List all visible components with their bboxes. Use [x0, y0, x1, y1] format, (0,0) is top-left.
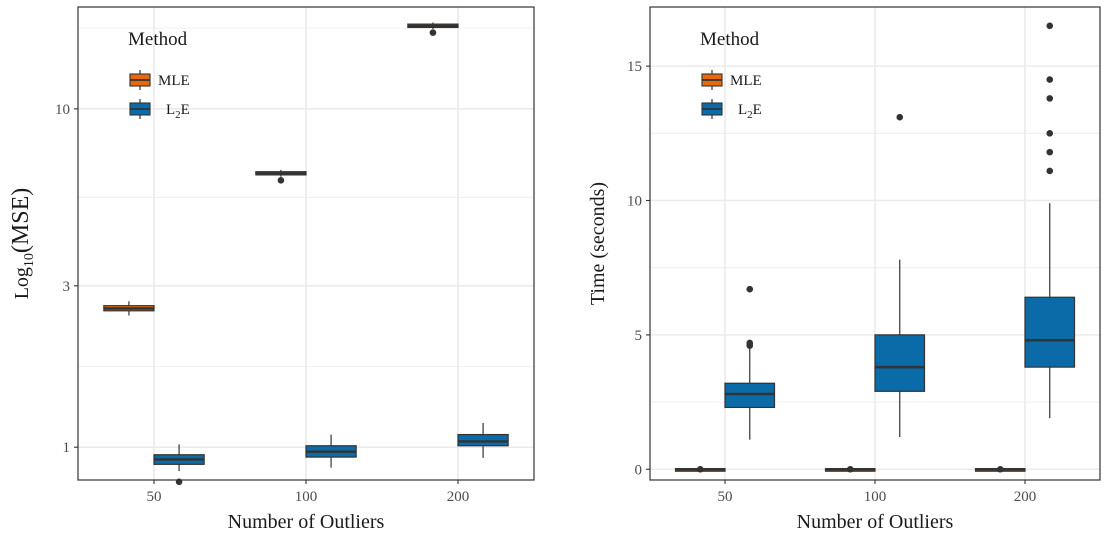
y-tick-label: 10 — [55, 102, 70, 118]
outlier-point — [1046, 167, 1054, 175]
box-l2e-50 — [724, 285, 776, 440]
box-body — [1024, 296, 1076, 368]
legend-label-part: L — [166, 102, 175, 118]
box-body — [457, 433, 509, 447]
x-axis-title: Number of Outliers — [228, 511, 385, 533]
box-l2e-200 — [1024, 22, 1076, 419]
x-tick-label: 50 — [718, 489, 733, 505]
legend-key-mle — [701, 70, 723, 90]
y-tick-label: 0 — [635, 462, 643, 478]
outlier-point — [1046, 130, 1054, 137]
legend-title: Method — [700, 29, 760, 50]
outlier-point — [746, 339, 754, 347]
box-mle-100 — [824, 465, 876, 473]
legend-label: MLE — [730, 73, 762, 89]
box-l2e-100 — [874, 113, 926, 437]
legend-label-subscript: 2 — [747, 109, 753, 121]
right-chart: 0 5 10 15 50 100 200 Number of Outliers Time (se… — [587, 6, 1101, 533]
y-axis-title: Time (seconds) — [587, 182, 609, 305]
legend-title: Method — [128, 29, 188, 50]
legend-label: L2E — [738, 102, 762, 121]
box-body — [874, 334, 926, 392]
x-axis-title: Number of Outliers — [797, 511, 954, 533]
outlier-point — [746, 285, 754, 293]
y-tick-label: 15 — [627, 59, 642, 75]
legend-label-part: E — [753, 102, 762, 118]
legend-label: L2E — [166, 102, 190, 121]
box-mle-50 — [103, 301, 155, 316]
legend-key-l2e — [701, 99, 723, 119]
box-mle-100 — [255, 169, 307, 184]
outlier-point — [429, 29, 437, 36]
box-mle-200 — [407, 22, 459, 36]
box-body — [724, 382, 776, 409]
y-tick-label: 5 — [635, 328, 643, 344]
y-axis-title: Log10(MSE) — [8, 188, 37, 300]
legend: Method MLE L2E — [700, 29, 762, 121]
box-l2e-200 — [457, 422, 509, 458]
box-mle-200 — [974, 465, 1026, 473]
legend: Method MLE L2E — [128, 29, 190, 121]
outlier-point — [996, 465, 1004, 473]
y-tick-label: 1 — [63, 440, 71, 456]
y-axis-title-subscript: 10 — [22, 253, 37, 267]
legend-label-part: E — [181, 102, 190, 118]
y-axis-title-part: Log — [11, 267, 33, 299]
legend-key-mle — [129, 70, 151, 90]
outlier-point — [1046, 76, 1054, 83]
outlier-point — [846, 465, 854, 473]
legend-label-subscript: 2 — [175, 109, 181, 121]
box-l2e-50 — [153, 444, 205, 486]
box-mle-50 — [674, 465, 726, 473]
outlier-point — [896, 113, 904, 121]
outlier-point — [696, 465, 704, 473]
legend-label: MLE — [158, 73, 190, 89]
legend-key-l2e — [129, 99, 151, 119]
x-tick-label: 100 — [864, 489, 887, 505]
x-tick-label: 200 — [1014, 489, 1037, 505]
y-axis-title-part: (MSE) — [8, 188, 34, 253]
outlier-point — [1046, 22, 1054, 30]
x-tick-label: 100 — [295, 489, 318, 505]
outlier-point — [277, 176, 285, 184]
y-tick-label: 10 — [627, 194, 642, 210]
x-tick-label: 50 — [147, 489, 162, 505]
outlier-point — [1046, 95, 1054, 102]
y-tick-label: 3 — [63, 279, 71, 295]
box-l2e-100 — [305, 434, 357, 468]
x-tick-label: 200 — [447, 489, 470, 505]
legend-label-part: L — [738, 102, 747, 118]
outlier-point — [1046, 148, 1054, 156]
